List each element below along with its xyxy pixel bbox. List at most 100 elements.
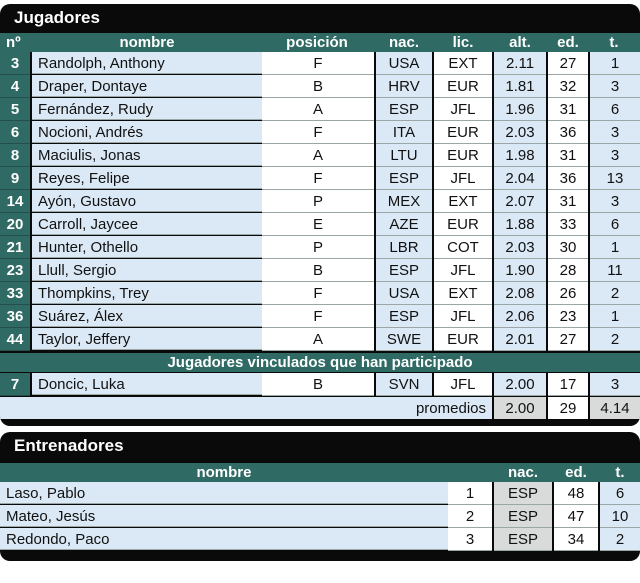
player-age: 36: [548, 167, 588, 190]
player-age: 33: [548, 213, 588, 236]
player-height: 2.07: [494, 190, 546, 213]
player-name: Fernández, Rudy: [32, 98, 262, 120]
player-name: Draper, Dontaye: [32, 75, 262, 97]
player-position: F: [262, 305, 374, 328]
players-panel: Jugadores nº nombre posición nac. lic. a…: [0, 4, 640, 426]
player-license: JFL: [434, 259, 492, 282]
player-seasons: 11: [590, 259, 640, 282]
player-name: Randolph, Anthony: [32, 52, 262, 74]
player-name: Doncic, Luka: [32, 373, 262, 395]
player-name: Llull, Sergio: [32, 259, 262, 281]
table-row: 8 Maciulis, Jonas A LTU EUR 1.98 31 3: [0, 144, 640, 167]
players-header-row: nº nombre posición nac. lic. alt. ed. t.: [0, 33, 640, 52]
player-height: 2.00: [494, 373, 546, 396]
coach-age: 48: [554, 482, 598, 505]
player-nationality: LBR: [376, 236, 432, 259]
player-height: 1.98: [494, 144, 546, 167]
player-number: 21: [0, 236, 30, 259]
player-position: P: [262, 236, 374, 259]
coach-row: Mateo, Jesús 2 ESP 47 10: [0, 505, 640, 528]
player-age: 28: [548, 259, 588, 282]
table-row: 20 Carroll, Jaycee E AZE EUR 1.88 33 6: [0, 213, 640, 236]
player-height: 2.06: [494, 305, 546, 328]
header-seasons: t.: [609, 34, 619, 51]
header-age: ed.: [557, 34, 579, 51]
header-position: posición: [286, 34, 348, 51]
averages-label-cell: promedios: [0, 397, 492, 419]
player-height: 2.01: [494, 328, 546, 351]
player-number: 7: [0, 373, 30, 396]
table-row: 9 Reyes, Felipe F ESP JFL 2.04 36 13: [0, 167, 640, 190]
player-name: Nocioni, Andrés: [32, 121, 262, 143]
table-row: 44 Taylor, Jeffery A SWE EUR 2.01 27 2: [0, 328, 640, 351]
player-seasons: 1: [590, 305, 640, 328]
player-name: Ayón, Gustavo: [32, 190, 262, 212]
coach-seasons: 10: [600, 505, 640, 528]
player-number: 4: [0, 75, 30, 98]
player-age: 36: [548, 121, 588, 144]
header-nationality: nac.: [388, 34, 419, 51]
coach-age: 47: [554, 505, 598, 528]
player-seasons: 2: [590, 282, 640, 305]
coach-header-age: ed.: [565, 464, 587, 481]
coach-header-name: nombre: [196, 464, 252, 481]
average-seasons: 4.14: [590, 397, 640, 419]
player-age: 30: [548, 236, 588, 259]
coach-row: Redondo, Paco 3 ESP 34 2: [0, 528, 640, 551]
player-position: B: [262, 75, 374, 98]
player-position: B: [262, 373, 374, 396]
player-height: 1.90: [494, 259, 546, 282]
coach-age: 34: [554, 528, 598, 551]
player-height: 1.88: [494, 213, 546, 236]
player-number: 36: [0, 305, 30, 328]
player-name: Maciulis, Jonas: [32, 144, 262, 166]
player-number: 20: [0, 213, 30, 236]
player-height: 2.03: [494, 121, 546, 144]
player-license: EXT: [434, 190, 492, 213]
player-seasons: 2: [590, 328, 640, 351]
player-license: EXT: [434, 282, 492, 305]
player-nationality: SWE: [376, 328, 432, 351]
coach-order: 3: [448, 528, 492, 551]
player-height: 2.04: [494, 167, 546, 190]
player-position: A: [262, 98, 374, 121]
player-height: 1.81: [494, 75, 546, 98]
table-row: 6 Nocioni, Andrés F ITA EUR 2.03 36 3: [0, 121, 640, 144]
table-row: 5 Fernández, Rudy A ESP JFL 1.96 31 6: [0, 98, 640, 121]
player-age: 26: [548, 282, 588, 305]
player-number: 8: [0, 144, 30, 167]
player-seasons: 6: [590, 213, 640, 236]
player-seasons: 1: [590, 236, 640, 259]
players-title: Jugadores: [14, 8, 100, 27]
player-name: Reyes, Felipe: [32, 167, 262, 189]
coach-row: Laso, Pablo 1 ESP 48 6: [0, 482, 640, 505]
coaches-title: Entrenadores: [14, 436, 124, 455]
player-seasons: 3: [590, 121, 640, 144]
player-nationality: ESP: [376, 167, 432, 190]
player-nationality: MEX: [376, 190, 432, 213]
coach-seasons: 6: [600, 482, 640, 505]
player-name: Carroll, Jaycee: [32, 213, 262, 235]
coach-name: Redondo, Paco: [0, 528, 448, 550]
player-seasons: 13: [590, 167, 640, 190]
player-position: B: [262, 259, 374, 282]
player-number: 6: [0, 121, 30, 144]
player-number: 5: [0, 98, 30, 121]
player-height: 1.96: [494, 98, 546, 121]
player-nationality: SVN: [376, 373, 432, 396]
player-number: 3: [0, 52, 30, 75]
player-license: EUR: [434, 121, 492, 144]
player-age: 27: [548, 328, 588, 351]
header-height: alt.: [509, 34, 531, 51]
table-row: 21 Hunter, Othello P LBR COT 2.03 30 1: [0, 236, 640, 259]
player-position: P: [262, 190, 374, 213]
table-row: 14 Ayón, Gustavo P MEX EXT 2.07 31 3: [0, 190, 640, 213]
player-age: 31: [548, 144, 588, 167]
header-name: nombre: [119, 34, 175, 51]
player-name: Thompkins, Trey: [32, 282, 262, 304]
player-nationality: ITA: [376, 121, 432, 144]
player-license: EUR: [434, 144, 492, 167]
table-row: 3 Randolph, Anthony F USA EXT 2.11 27 1: [0, 52, 640, 75]
player-seasons: 1: [590, 52, 640, 75]
player-license: COT: [434, 236, 492, 259]
